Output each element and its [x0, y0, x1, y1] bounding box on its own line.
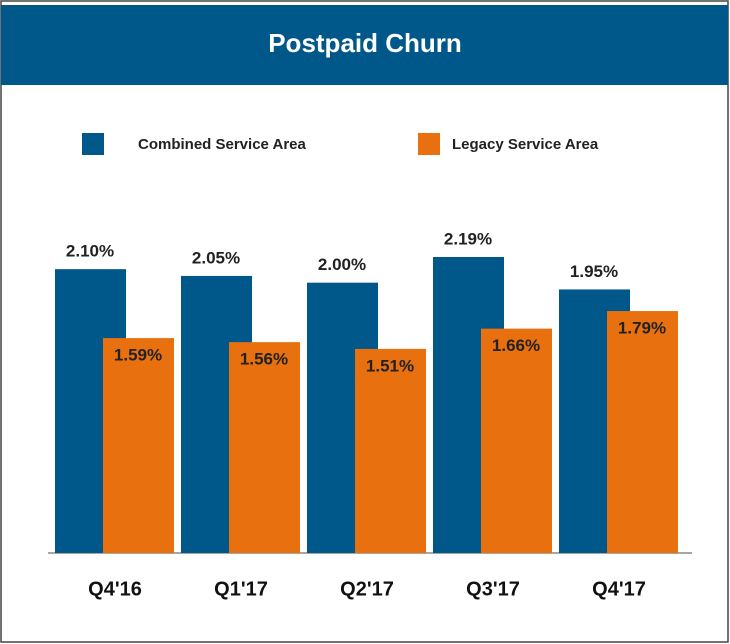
- value-label: 1.59%: [114, 346, 162, 365]
- chart-title: Postpaid Churn: [268, 28, 462, 58]
- legend-label: Legacy Service Area: [452, 136, 599, 153]
- value-label: 2.05%: [192, 248, 240, 267]
- value-label: 1.95%: [570, 262, 618, 281]
- legend-swatch: [418, 133, 440, 155]
- x-tick-label: Q4'16: [88, 578, 142, 600]
- bar: [103, 338, 174, 553]
- value-label: 2.00%: [318, 255, 366, 274]
- title-banner: [1, 5, 728, 85]
- x-tick-label: Q3'17: [466, 578, 520, 600]
- value-label: 2.10%: [66, 242, 114, 261]
- x-tick-label: Q4'17: [592, 578, 646, 600]
- x-tick-label: Q2'17: [340, 578, 394, 600]
- x-tick-label: Q1'17: [214, 578, 268, 600]
- bar: [607, 311, 678, 553]
- bar: [355, 348, 426, 553]
- legend-label: Combined Service Area: [138, 136, 306, 153]
- value-label: 2.19%: [444, 229, 492, 248]
- value-label: 1.56%: [240, 350, 288, 369]
- value-label: 1.51%: [366, 356, 414, 375]
- bar: [481, 328, 552, 553]
- bar: [229, 342, 300, 553]
- value-label: 1.66%: [492, 336, 540, 355]
- value-label: 1.79%: [618, 319, 666, 338]
- legend-swatch: [82, 133, 104, 155]
